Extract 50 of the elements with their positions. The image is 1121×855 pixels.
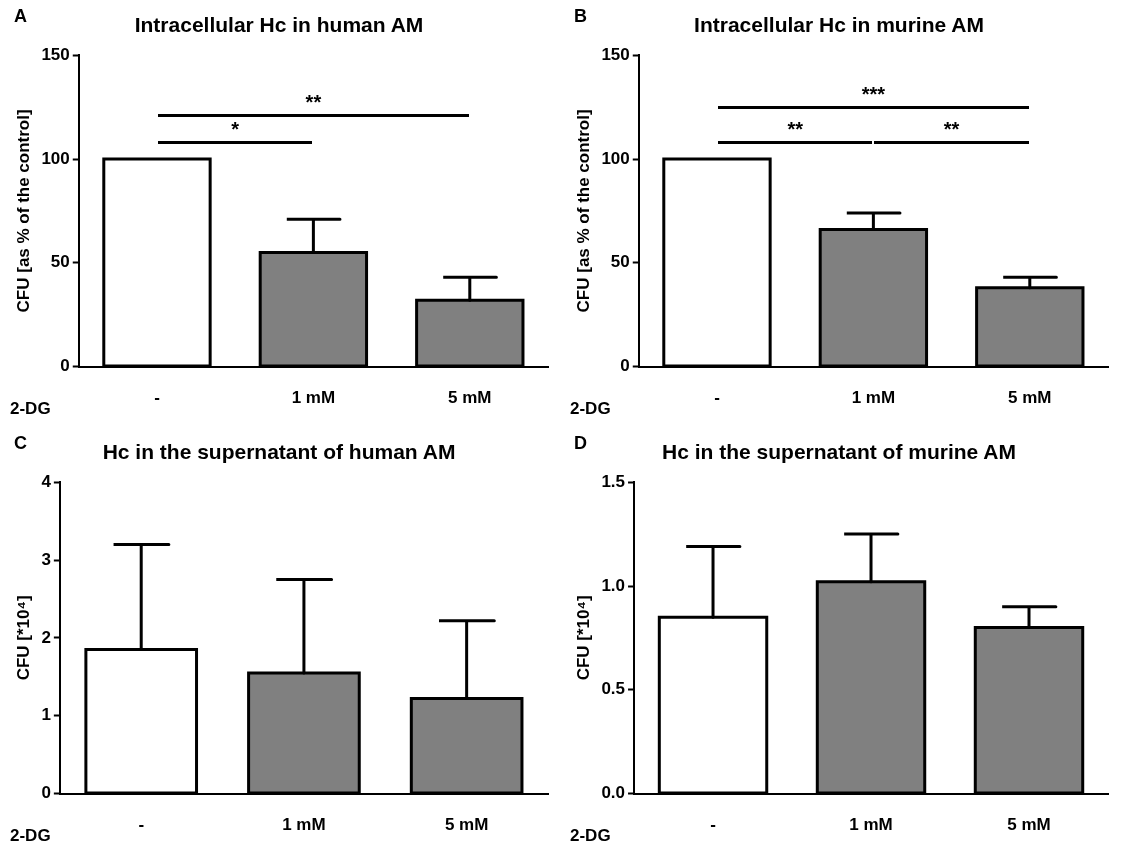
y-tick-label: 0 <box>620 356 630 376</box>
x-tick-label: - <box>714 388 720 408</box>
x-axis-title: 2-DG <box>10 398 51 418</box>
x-tick-label: 1 mM <box>849 815 893 835</box>
y-axis-title: CFU [*10⁴] <box>13 595 33 681</box>
y-axis-title: CFU [as % of the control] <box>13 109 33 313</box>
x-tick-label: 5 mM <box>1007 815 1051 835</box>
y-axis-title: CFU [*10⁴] <box>573 595 593 681</box>
y-tick-label: 100 <box>601 148 630 168</box>
y-tick-label: 150 <box>41 44 70 64</box>
y-tick-label: 1.0 <box>601 575 626 595</box>
y-tick-label: 2 <box>41 627 51 647</box>
annotation: ** <box>787 117 804 140</box>
y-tick-label: 0 <box>41 783 51 803</box>
y-tick-label: 4 <box>41 471 52 491</box>
chart-title: Hc in the supernatant of murine AM <box>662 440 1016 464</box>
x-tick-label: 1 mM <box>282 815 326 835</box>
x-tick-label: 5 mM <box>444 815 489 835</box>
y-tick-label: 1.5 <box>601 471 626 491</box>
annotation: *** <box>861 82 886 105</box>
chart-title: Intracellular Hc in murine AM <box>694 13 984 37</box>
text: C <box>14 432 27 453</box>
x-axis-title: 2-DG <box>570 825 611 845</box>
x-axis-title: 2-DG <box>10 825 51 845</box>
y-tick-label: 1 <box>41 705 51 725</box>
x-tick-label: - <box>710 815 716 835</box>
x-tick-label: - <box>154 388 160 408</box>
x-axis-title: 2-DG <box>570 398 611 418</box>
annotation: ** <box>943 117 960 140</box>
y-tick-label: 0.5 <box>601 679 626 699</box>
annotation: * <box>231 117 240 140</box>
y-tick-label: 100 <box>41 148 70 168</box>
x-tick-label: 5 mM <box>448 388 492 408</box>
x-tick-label: - <box>138 815 145 835</box>
y-tick-label: 3 <box>41 549 51 569</box>
text: B <box>574 5 587 26</box>
y-tick-label: 150 <box>601 44 630 64</box>
x-tick-label: 1 mM <box>291 388 336 408</box>
y-axis-title: CFU [as % of the control] <box>573 109 593 313</box>
y-tick-label: 50 <box>610 252 630 272</box>
chart-title: Intracellular Hc in human AM <box>134 13 424 37</box>
text: A <box>14 5 27 26</box>
annotation: ** <box>305 90 322 113</box>
y-tick-label: 0 <box>60 356 70 376</box>
y-tick-label: 50 <box>50 252 70 272</box>
x-tick-label: 5 mM <box>1008 388 1052 408</box>
chart-title: Hc in the supernatant of human AM <box>102 440 456 464</box>
y-tick-label: 0.0 <box>601 783 626 803</box>
text: D <box>574 432 587 453</box>
x-tick-label: 1 mM <box>851 388 896 408</box>
